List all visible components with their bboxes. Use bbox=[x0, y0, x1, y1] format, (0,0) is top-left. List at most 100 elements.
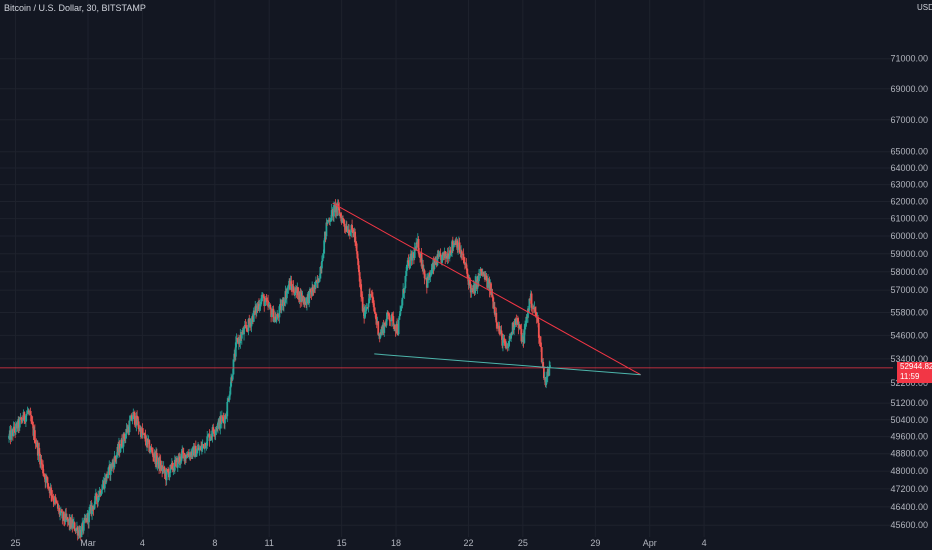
candle-body bbox=[95, 493, 98, 500]
candle-body bbox=[507, 346, 509, 348]
candle-body bbox=[354, 242, 357, 244]
y-tick-label: 59000.00 bbox=[890, 249, 928, 259]
candle-body bbox=[280, 304, 283, 311]
candle-body bbox=[474, 281, 477, 294]
candle-body bbox=[463, 263, 466, 264]
currency-label[interactable]: USD bbox=[917, 3, 932, 12]
trend-lines[interactable] bbox=[0, 202, 893, 376]
candle-body bbox=[342, 219, 345, 224]
candle-body bbox=[229, 386, 232, 395]
x-tick-label: Mar bbox=[80, 538, 96, 548]
candle-body bbox=[351, 225, 353, 230]
candle-body bbox=[201, 444, 204, 447]
resistance-trendline bbox=[332, 202, 641, 376]
candle-body bbox=[208, 434, 211, 441]
candle-body bbox=[312, 291, 315, 293]
candle-body bbox=[52, 497, 55, 501]
candle-body bbox=[56, 502, 59, 504]
candle-body bbox=[167, 470, 170, 472]
candle-body bbox=[390, 320, 392, 322]
candle-body bbox=[465, 263, 468, 269]
candle-body bbox=[221, 416, 224, 418]
candle-body bbox=[115, 458, 117, 460]
price-axis[interactable]: 71000.00 69000.00 67000.00 65000.00 64000.00… bbox=[890, 54, 928, 531]
candle-body bbox=[250, 319, 253, 327]
candle-body bbox=[150, 447, 153, 450]
candle-body bbox=[196, 449, 199, 454]
candle-body bbox=[516, 318, 519, 323]
candle-body bbox=[460, 251, 463, 255]
candle-body bbox=[444, 251, 447, 258]
candle-body bbox=[520, 329, 523, 342]
candle-body bbox=[269, 304, 272, 309]
candle-body bbox=[286, 287, 289, 292]
candle-body bbox=[173, 459, 176, 471]
candle-body bbox=[260, 298, 263, 305]
candle-body bbox=[107, 467, 110, 476]
candle-body bbox=[176, 457, 179, 468]
candle-body bbox=[226, 401, 229, 417]
candle-body bbox=[537, 322, 540, 338]
candle-body bbox=[31, 422, 34, 426]
candle-body bbox=[88, 510, 90, 523]
y-tick-label: 67000.00 bbox=[890, 115, 928, 125]
candle-body bbox=[15, 423, 17, 433]
candle-body bbox=[155, 452, 158, 465]
candle-body bbox=[366, 307, 369, 308]
candle-body bbox=[537, 317, 540, 323]
candle-body bbox=[388, 315, 391, 321]
candle-body bbox=[58, 507, 61, 515]
candle-body bbox=[372, 296, 374, 301]
candle-body bbox=[339, 213, 342, 217]
y-tick-label: 51200.00 bbox=[890, 398, 928, 408]
candle-body bbox=[94, 496, 96, 505]
y-tick-label: 47200.00 bbox=[890, 484, 928, 494]
candle-body bbox=[359, 281, 362, 285]
y-tick-label: 65000.00 bbox=[890, 147, 928, 157]
candle-body bbox=[420, 253, 423, 267]
candle-body bbox=[186, 453, 189, 458]
candles bbox=[8, 199, 551, 541]
candle-body bbox=[322, 253, 325, 259]
candle-body bbox=[428, 272, 431, 277]
candle-body bbox=[227, 398, 229, 402]
candle-body bbox=[42, 464, 44, 474]
candle-body bbox=[179, 456, 181, 463]
candle-body bbox=[267, 305, 270, 307]
candle-body bbox=[387, 314, 390, 316]
candle-body bbox=[54, 497, 57, 501]
candle-body bbox=[222, 417, 225, 419]
candle-body bbox=[438, 253, 440, 258]
candle-body bbox=[330, 220, 332, 222]
candle-body bbox=[128, 420, 131, 433]
candle-body bbox=[267, 300, 269, 307]
candle-body bbox=[50, 487, 53, 496]
candle-body bbox=[137, 421, 140, 429]
time-axis[interactable]: 25 Mar 4 8 11 15 18 22 25 29 Apr 4 bbox=[11, 538, 707, 548]
candle-body bbox=[306, 297, 308, 305]
candle-body bbox=[99, 490, 102, 496]
candle-body bbox=[538, 337, 541, 342]
candle-body bbox=[357, 265, 360, 273]
candle-body bbox=[439, 253, 442, 257]
candle-body bbox=[436, 254, 439, 266]
candle-body bbox=[143, 433, 146, 436]
candle-body bbox=[114, 456, 117, 459]
candle-body bbox=[496, 322, 498, 326]
candle-body bbox=[363, 311, 366, 319]
x-tick-label: 29 bbox=[590, 538, 600, 548]
candle-body bbox=[184, 454, 187, 462]
candle-body bbox=[338, 208, 341, 216]
candle-body bbox=[539, 341, 542, 343]
candle-body bbox=[493, 306, 496, 315]
candle-body bbox=[213, 431, 215, 434]
candle-body bbox=[308, 290, 311, 304]
candle-body bbox=[319, 266, 322, 279]
candle-body bbox=[323, 240, 326, 254]
candle-body bbox=[195, 453, 198, 457]
candle-body bbox=[202, 444, 205, 445]
candle-body bbox=[360, 284, 363, 297]
candle-body bbox=[476, 276, 479, 289]
